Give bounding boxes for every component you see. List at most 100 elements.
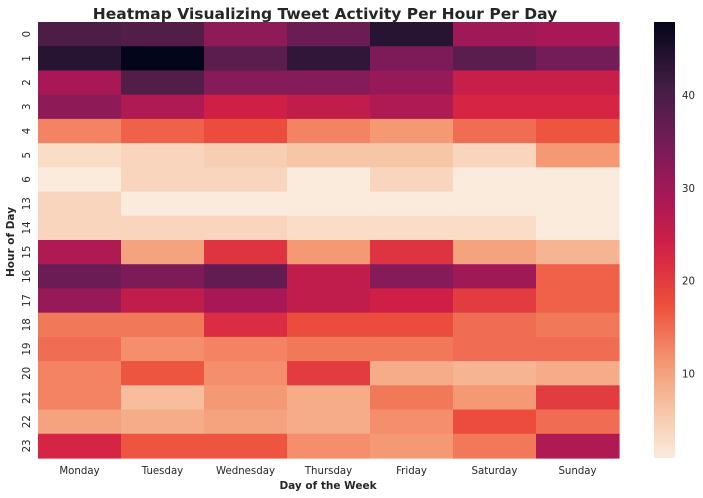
colorbar — [654, 22, 675, 458]
heatmap-cell — [287, 385, 371, 411]
y-tick-label: 3 — [22, 104, 33, 110]
heatmap-cell — [38, 385, 122, 411]
heatmap-cell — [204, 312, 288, 338]
heatmap-cell — [287, 264, 371, 290]
heatmap-cell — [287, 94, 371, 120]
heatmap-cell — [287, 191, 371, 217]
heatmap-cell — [121, 312, 205, 338]
x-tick-label: Tuesday — [141, 466, 183, 477]
x-tick-label: Wednesday — [216, 466, 275, 477]
heatmap-cell — [121, 46, 205, 72]
heatmap-cell — [536, 191, 620, 217]
heatmap-cell — [370, 167, 454, 193]
heatmap-cell — [121, 167, 205, 193]
heatmap-cell — [287, 336, 371, 362]
heatmap-cell — [121, 361, 205, 386]
heatmap-cell — [536, 433, 620, 459]
heatmap-cell — [453, 312, 537, 338]
heatmap-cell — [536, 361, 620, 386]
heatmap-cell — [370, 385, 454, 411]
y-axis-label: Hour of Day — [5, 207, 17, 277]
y-tick-label: 14 — [22, 221, 33, 234]
heatmap-cell — [121, 240, 205, 265]
x-tick-label: Thursday — [304, 466, 352, 477]
heatmap-cell — [38, 94, 122, 120]
heatmap-cell — [536, 288, 620, 314]
heatmap-cell — [204, 336, 288, 362]
heatmap-cell — [370, 264, 454, 290]
y-tick-label: 19 — [22, 343, 33, 356]
heatmap-cell — [370, 143, 454, 168]
heatmap-cell — [204, 385, 288, 411]
heatmap-cell — [370, 433, 454, 459]
heatmap-cell — [536, 409, 620, 435]
heatmap-cell — [370, 336, 454, 362]
heatmap-cell — [38, 312, 122, 338]
y-tick-label: 1 — [22, 55, 33, 61]
heatmap-cell — [121, 433, 205, 459]
heatmap-cell — [453, 118, 537, 144]
heatmap-cell — [204, 240, 288, 265]
heatmap-cell — [287, 167, 371, 193]
heatmap-cell — [370, 312, 454, 338]
colorbar-tick-label: 20 — [682, 277, 695, 288]
y-tick-label: 22 — [22, 415, 33, 428]
colorbar-tick-label: 30 — [682, 184, 695, 195]
heatmap-cell — [121, 70, 205, 96]
heatmap-cell — [453, 361, 537, 386]
heatmap-cell — [453, 409, 537, 435]
heatmap-cell — [370, 46, 454, 72]
heatmap-cell — [204, 94, 288, 120]
heatmap-cell — [121, 118, 205, 144]
heatmap-cell — [204, 118, 288, 144]
heatmap-cell — [453, 22, 537, 47]
heatmap-cell — [287, 215, 371, 241]
heatmap-cell — [370, 22, 454, 47]
heatmap-cell — [121, 385, 205, 411]
heatmap-cell — [38, 22, 122, 47]
heatmap-cell — [536, 70, 620, 96]
heatmap-cell — [287, 433, 371, 459]
heatmap-cell — [121, 215, 205, 241]
heatmap-cell — [38, 215, 122, 241]
heatmap-cell — [453, 143, 537, 168]
heatmap-cell — [453, 336, 537, 362]
x-axis-label: Day of the Week — [279, 480, 377, 492]
y-tick-label: 2 — [22, 79, 33, 85]
heatmap-cell — [121, 22, 205, 47]
y-tick-label: 15 — [22, 246, 33, 259]
heatmap-cell — [453, 288, 537, 314]
colorbar-tick-labels: 10 20 30 40 — [682, 91, 695, 380]
y-tick-label: 6 — [22, 176, 33, 182]
heatmap-cell — [287, 312, 371, 338]
heatmap-cell — [370, 118, 454, 144]
y-tick-label: 0 — [22, 31, 33, 37]
y-tick-label: 23 — [22, 439, 33, 452]
heatmap-cell — [204, 143, 288, 168]
heatmap-cell — [453, 70, 537, 96]
heatmap-cell — [121, 409, 205, 435]
heatmap-cell — [204, 191, 288, 217]
heatmap-cell — [536, 94, 620, 120]
heatmap-cell — [38, 264, 122, 290]
heatmap-cell — [38, 288, 122, 314]
heatmap-cell — [536, 264, 620, 290]
y-tick-label: 20 — [22, 367, 33, 380]
heatmap-cell — [287, 143, 371, 168]
heatmap-cell — [370, 70, 454, 96]
heatmap-cell — [204, 215, 288, 241]
y-tick-label: 17 — [22, 294, 33, 307]
y-tick-label: 13 — [22, 197, 33, 210]
x-tick-labels: Monday Tuesday Wednesday Thursday Friday Satu… — [59, 466, 596, 477]
heatmap-cell — [287, 409, 371, 435]
x-tick-label: Sunday — [558, 466, 596, 477]
heatmap-cell — [121, 143, 205, 168]
heatmap-cell — [204, 264, 288, 290]
heatmap-cell — [287, 240, 371, 265]
y-tick-label: 4 — [22, 128, 33, 134]
heatmap-cell — [121, 288, 205, 314]
y-tick-label: 16 — [22, 270, 33, 283]
heatmap-cell — [121, 264, 205, 290]
x-tick-label: Friday — [396, 466, 427, 477]
colorbar-tick-label: 40 — [682, 91, 695, 102]
